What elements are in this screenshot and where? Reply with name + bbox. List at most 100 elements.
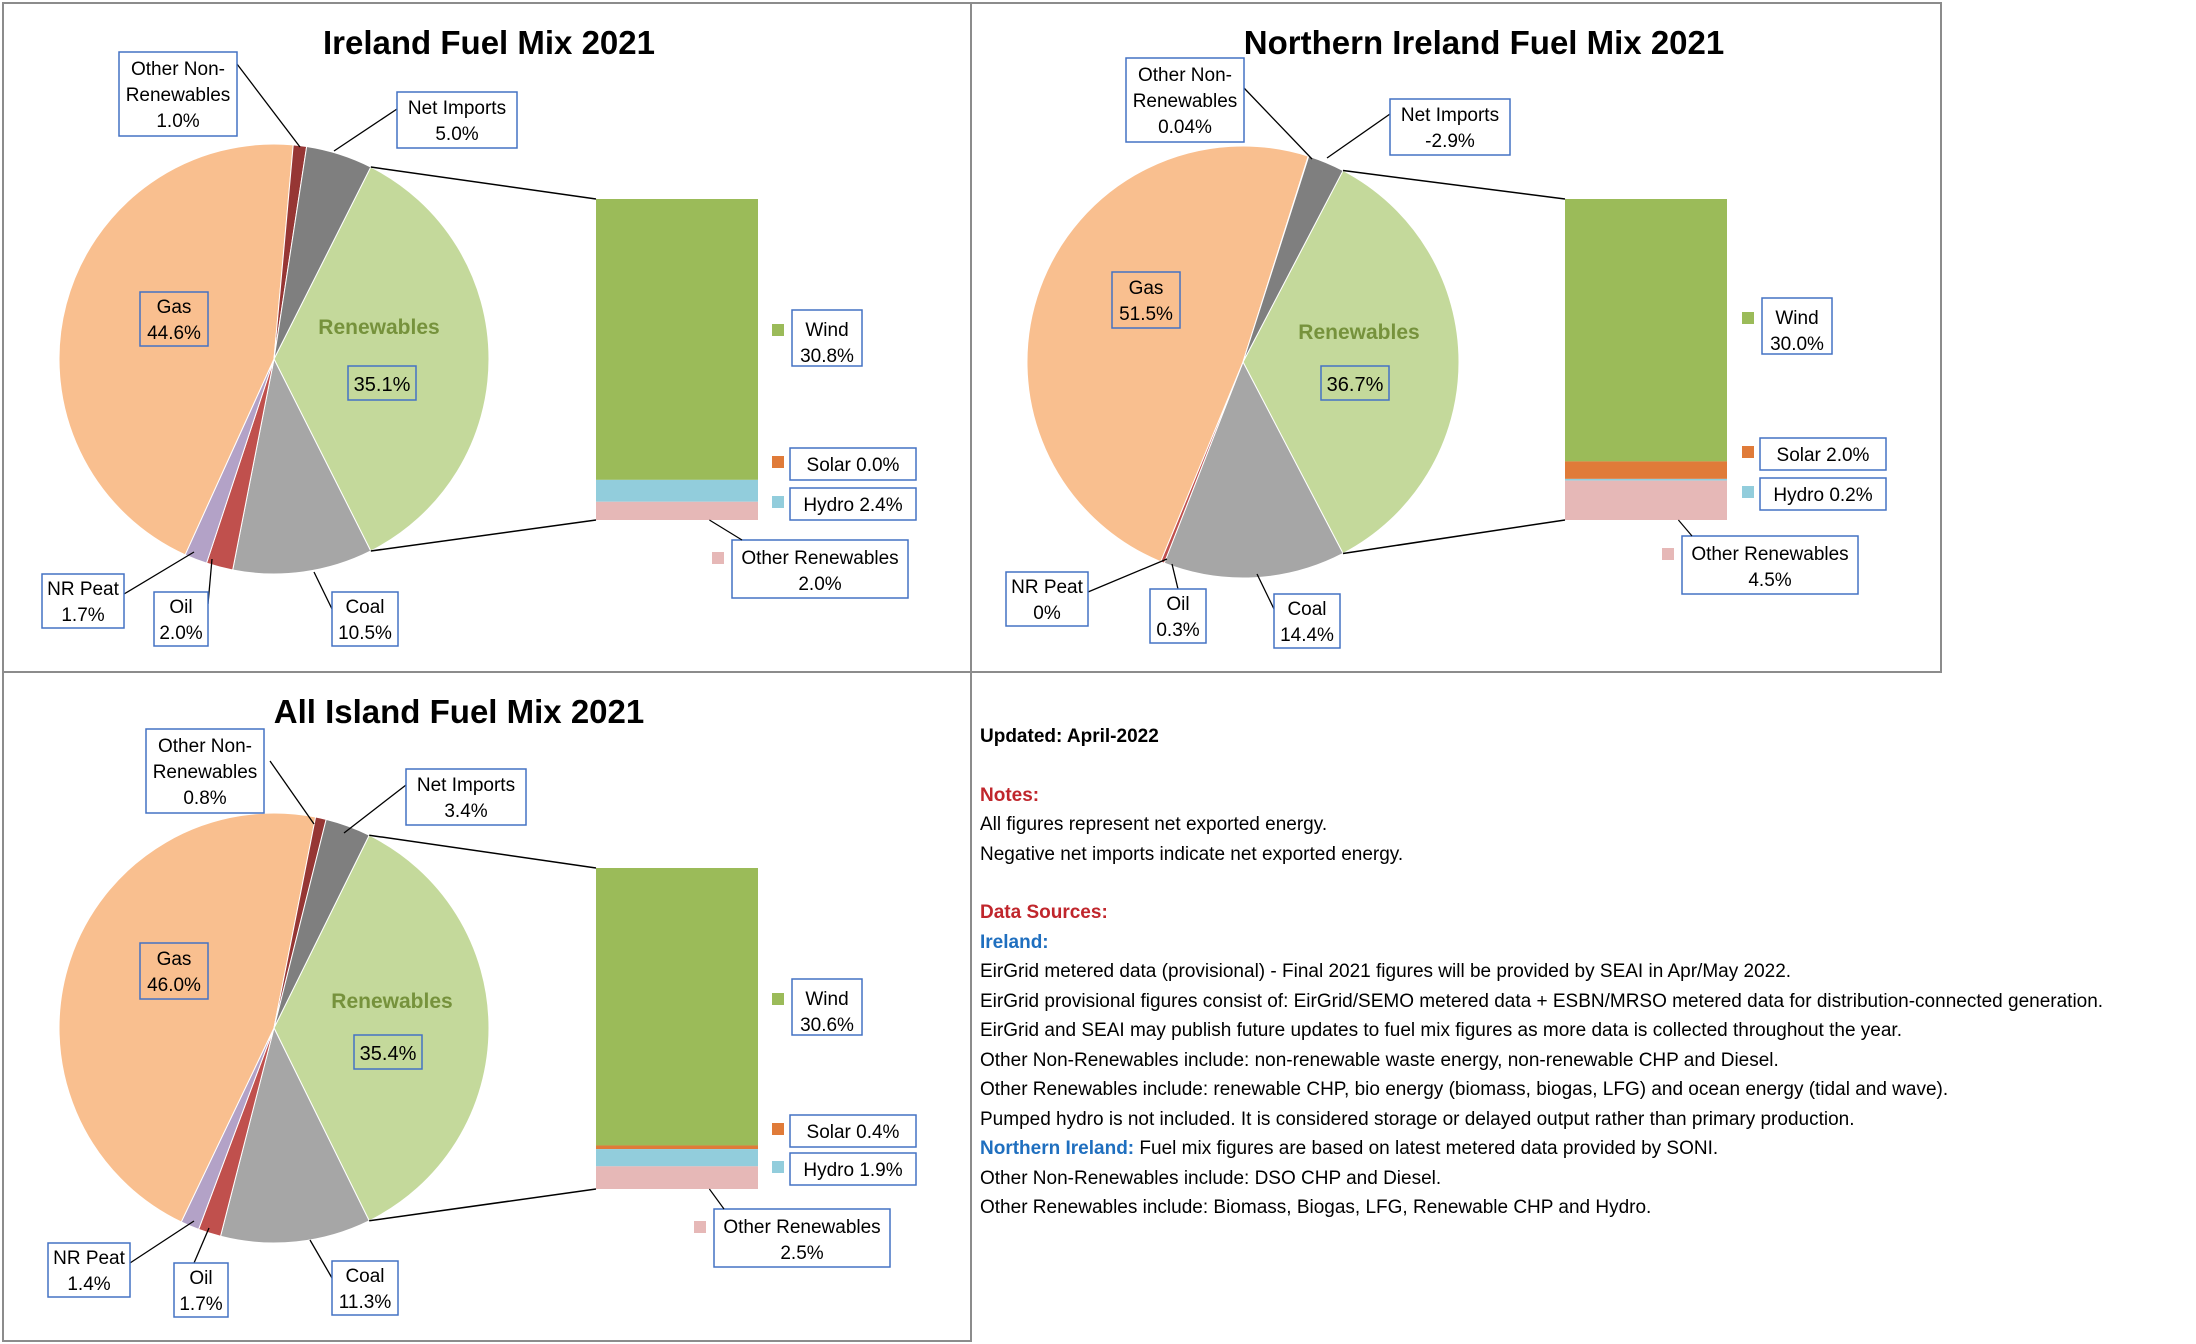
pie-value-coal: 10.5% [338, 623, 392, 644]
legend-box-hydro [1759, 477, 1887, 511]
leader-line-nr-peat [123, 551, 195, 595]
legend-label-solar: Solar 0.4% [807, 1122, 900, 1143]
note-line: Negative net imports indicate net export… [980, 843, 1404, 865]
breakdown-bar-hydro [1565, 478, 1727, 481]
note-line: All figures represent net exported energ… [980, 814, 1328, 835]
breakdown-bar-wind [596, 199, 758, 480]
source-line: Other Non-Renewables include: DSO CHP an… [980, 1167, 1442, 1189]
legend-label-hydro: Hydro 0.2% [1773, 485, 1872, 506]
source-line: EirGrid provisional figures consist of: … [980, 990, 2104, 1012]
legend-box-other-renewables [731, 539, 909, 599]
pie-label-coal: Coal [345, 1266, 384, 1287]
pie-label-nr-peat: NR Peat [53, 1248, 126, 1269]
pie-slice-coal [219, 1026, 370, 1244]
pie-slice-coal [1163, 360, 1344, 579]
pie-label-gas: Gas [1129, 278, 1164, 299]
pie-value-other-non-renewables: 0.8% [183, 788, 226, 809]
pie-label-oil: Oil [169, 597, 192, 618]
source-line: Other Renewables include: Biomass, Bioga… [980, 1197, 1652, 1218]
leader-line-nr-peat [129, 1220, 195, 1264]
label-box-net-imports [405, 768, 527, 826]
pie-value-renewables: 36.7% [1327, 374, 1384, 396]
chart-title: Ireland Fuel Mix 2021 [323, 24, 655, 61]
legend-marker-other-renewables [1662, 548, 1674, 560]
source-line: EirGrid metered data (provisional) - Fin… [980, 961, 1792, 982]
legend-label-other-renewables: Other Renewables [741, 548, 898, 569]
legend-label-other-renewables: Other Renewables [723, 1217, 880, 1238]
pie-value-net-imports: 3.4% [444, 801, 487, 822]
legend-label-wind: Wind [805, 989, 848, 1010]
pie-value-box-renewables [1320, 365, 1390, 401]
label-box-coal [331, 1260, 399, 1316]
leader-line-net-imports [333, 108, 398, 152]
notes-heading: Notes: [980, 784, 1040, 806]
label-box-oil [1149, 588, 1207, 644]
legend-marker-solar [772, 456, 784, 468]
source-line: Fuel mix figures are based on latest met… [1139, 1138, 1719, 1159]
pie-value-gas: 46.0% [147, 975, 201, 996]
legend-marker-hydro [772, 1161, 784, 1173]
legend-marker-wind [1742, 312, 1754, 324]
connector-line-top [369, 834, 597, 869]
pie-value-gas: 51.5% [1119, 304, 1173, 325]
legend-label-hydro: Hydro 1.9% [803, 1160, 902, 1181]
pie-value-net-imports: 5.0% [435, 124, 478, 145]
pie-value-coal: 11.3% [339, 1292, 392, 1313]
breakdown-bar-other-renewables [596, 1166, 758, 1189]
legend-value-other-renewables: 4.5% [1748, 570, 1791, 591]
leader-line-coal [309, 1239, 333, 1279]
pie-value-coal: 14.4% [1280, 625, 1334, 646]
pie-slice-gas [58, 812, 317, 1223]
legend-marker-solar [772, 1123, 784, 1135]
pie-value-net-imports: -2.9% [1425, 131, 1475, 152]
pie-value-oil: 2.0% [159, 623, 202, 644]
label-box-coal [1273, 593, 1341, 649]
breakdown-bar-other-renewables [596, 501, 758, 520]
connector-line-bottom [1342, 519, 1566, 555]
ireland-chart-panel: Ireland Fuel Mix 2021 Renewables 35.1% Coal… [2, 2, 972, 673]
legend-leader-other-renewables [709, 519, 743, 541]
label-box-gas [139, 291, 209, 347]
notes-panel: Updated: April-2022 Notes: All figures r… [980, 722, 2190, 1223]
label-box-gas [1111, 271, 1181, 329]
pie-value-other-non-renewables: 1.0% [156, 111, 199, 132]
pie-value-nr-peat: 0% [1033, 603, 1061, 624]
pie-value-other-non-renewables: 0.04% [1158, 117, 1212, 138]
pie-label-gas: Gas [157, 949, 192, 970]
label-box-oil [153, 591, 209, 647]
pie-label-other-non-renewables: Other Non- [131, 59, 225, 80]
pie-value-nr-peat: 1.4% [67, 1274, 110, 1295]
legend-value-wind: 30.8% [800, 346, 854, 367]
pie-value-renewables: 35.1% [354, 374, 411, 396]
leader-line-other-non-renewables [1243, 87, 1313, 160]
pie-slice-renewables [1242, 169, 1460, 555]
legend-box-wind [791, 978, 863, 1036]
breakdown-bar-wind [596, 868, 758, 1146]
legend-box-solar [789, 447, 917, 481]
legend-marker-other-renewables [694, 1221, 706, 1233]
label-box-net-imports [396, 91, 518, 149]
source-line: Pumped hydro is not included. It is cons… [980, 1108, 1855, 1130]
label-box-other-non-renewables [145, 728, 265, 814]
data-sources-heading: Data Sources: [980, 902, 1108, 923]
breakdown-bar-solar [1565, 461, 1727, 479]
pie-slice-gas [58, 143, 294, 556]
label-box-oil [173, 1262, 229, 1318]
label-box-net-imports [1389, 98, 1511, 156]
legend-marker-solar [1742, 446, 1754, 458]
pie-label-oil: Oil [189, 1268, 212, 1289]
label-box-nr-peat [47, 1242, 131, 1298]
leader-line-net-imports [1326, 113, 1391, 159]
pie-label-other-non-renewables: Renewables [153, 762, 258, 783]
all-island-fuel-mix-chart: All Island Fuel Mix 2021 Renewables 35.4% C… [47, 693, 917, 1318]
source-line: Other Non-Renewables include: non-renewa… [980, 1049, 1779, 1071]
pie-value-renewables: 35.4% [360, 1043, 417, 1065]
legend-marker-hydro [1742, 486, 1754, 498]
legend-leader-other-renewables [708, 1188, 725, 1210]
pie-slice-coal [232, 357, 372, 575]
legend-value-other-renewables: 2.0% [798, 574, 841, 595]
pie-value-nr-peat: 1.7% [61, 605, 104, 626]
pie-label-other-non-renewables: Renewables [126, 85, 231, 106]
northern-ireland-fuel-mix-chart: Northern Ireland Fuel Mix 2021 Renewables… [1005, 24, 1887, 649]
leader-line-coal [1256, 573, 1275, 610]
